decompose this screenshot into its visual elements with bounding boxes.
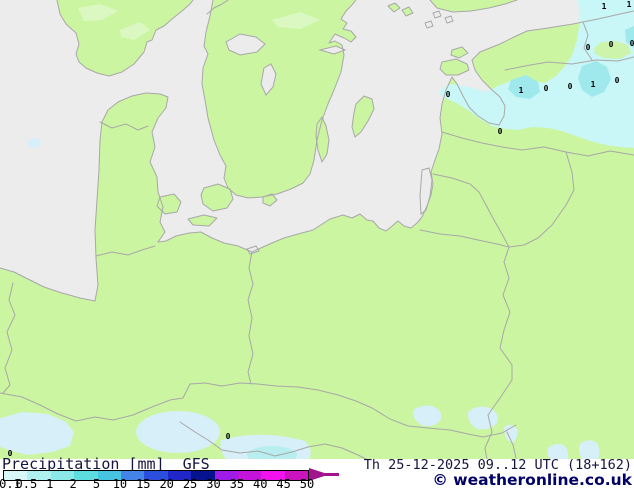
precip-core-south: [247, 446, 297, 462]
map-value-label: 0: [630, 39, 634, 48]
scale-tick-40: 40: [252, 477, 268, 490]
precipitation-areas: [0, 0, 634, 462]
scale-tick-35: 35: [229, 477, 245, 490]
map-value-label: 1: [602, 2, 607, 11]
border-no-se: [206, 0, 229, 15]
precip-value-labels: 1 1 0 0 0 1 0 0 1 0 0 0 0 0: [8, 0, 634, 458]
map-value-label: 1: [627, 0, 632, 9]
forecast-datetime: Th 25-12-2025 09..12 UTC (18+162): [363, 457, 632, 473]
map-value-label: 0: [615, 76, 620, 85]
map-value-label: 1: [591, 80, 596, 89]
map-value-label: 0: [544, 84, 549, 93]
scale-segment-15: [144, 471, 168, 480]
scale-tick-30: 30: [206, 477, 221, 490]
limfjord-line: [99, 121, 149, 131]
scale-tick-labels: 0.1 0.5 1 2 5 10 15 20 25 30 35 40 45 50: [0, 477, 340, 490]
scale-tick-20: 20: [159, 477, 174, 490]
border-ee-lv: [504, 56, 634, 71]
precip-area-northeast: [438, 0, 634, 148]
map-value-label: 0: [226, 432, 231, 441]
copyright-text: © weatheronline.co.uk: [432, 471, 632, 489]
border-ee-ru: [582, 21, 593, 61]
border-nl-de: [2, 282, 16, 394]
precip-core-2: [508, 75, 540, 99]
border-de-pl: [247, 251, 254, 385]
map-value-label: 1: [519, 86, 524, 95]
scale-tick-50: 50: [299, 477, 315, 490]
scale-tick-10: 10: [112, 477, 128, 490]
scale-segment-0.5: [27, 471, 51, 480]
scale-segment-40: [261, 471, 285, 480]
scale-tick-2: 2: [69, 477, 77, 490]
map-value-label: 0: [568, 82, 573, 91]
scale-segment-25: [191, 471, 215, 480]
scale-tick-5: 5: [92, 477, 101, 490]
border-lv-lt: [441, 131, 634, 157]
border-cz-at: [179, 421, 369, 461]
precip-core-3: [625, 26, 634, 48]
scale-segment-30: [214, 471, 238, 480]
border-pl-east: [484, 246, 513, 461]
legend-bar: Precipitation [mm] GFS 0.1 0.5 1 2 5 10 15 20 25…: [0, 455, 634, 490]
map-value-label: 0: [446, 90, 451, 99]
dry-gap-green: [594, 41, 631, 59]
scale-tick-15: 15: [136, 477, 151, 490]
precip-dot-skagerrak: [27, 138, 41, 148]
precip-blob-4: [547, 443, 569, 460]
scale-segment-5: [97, 471, 121, 480]
border-central: [0, 382, 517, 438]
border-de-dk: [95, 245, 156, 257]
map-value-label: 0: [8, 449, 13, 458]
border-lt-pl: [478, 191, 510, 248]
country-borders: [0, 0, 634, 461]
terrain-patches: [78, 4, 320, 40]
border-pl-ru: [419, 229, 510, 248]
border-by-lt: [508, 151, 575, 248]
scale-segment-10: [120, 471, 145, 480]
precip-patch-southwest: [0, 412, 74, 455]
scale-segment-20: [167, 471, 192, 480]
scale-segment-35: [237, 471, 262, 480]
scale-segment-45: [284, 471, 309, 480]
legend-title: Precipitation [mm] GFS: [2, 455, 210, 473]
map-value-label: 0: [498, 127, 503, 136]
precip-core-1: [578, 61, 611, 97]
scale-tick-45: 45: [276, 477, 291, 490]
coastlines: [0, 0, 634, 462]
border-kaliningrad-north: [432, 173, 480, 193]
precipitation-map: 1 1 0 0 0 1 0 0 1 0 0 0 0 0: [0, 0, 634, 462]
scale-arrow-icon: [309, 468, 339, 481]
scale-segment-2: [74, 471, 98, 480]
scale-tick-25: 25: [182, 477, 198, 490]
map-value-label: 0: [609, 40, 614, 49]
precip-blob-5: [579, 440, 600, 460]
scale-segment-0.1: [4, 471, 28, 480]
map-value-label: 0: [586, 43, 591, 52]
precip-patch-south-1: [136, 411, 220, 453]
border-ua-sk: [506, 431, 517, 459]
scale-segment-1: [50, 471, 75, 480]
scale-tick-0.1: 0.1: [0, 477, 21, 490]
scale-tick-0.5: 0.5: [15, 477, 38, 490]
precip-blob-1: [413, 405, 442, 427]
scale-tick-1: 1: [46, 477, 54, 490]
color-scale-bar: [3, 470, 309, 481]
